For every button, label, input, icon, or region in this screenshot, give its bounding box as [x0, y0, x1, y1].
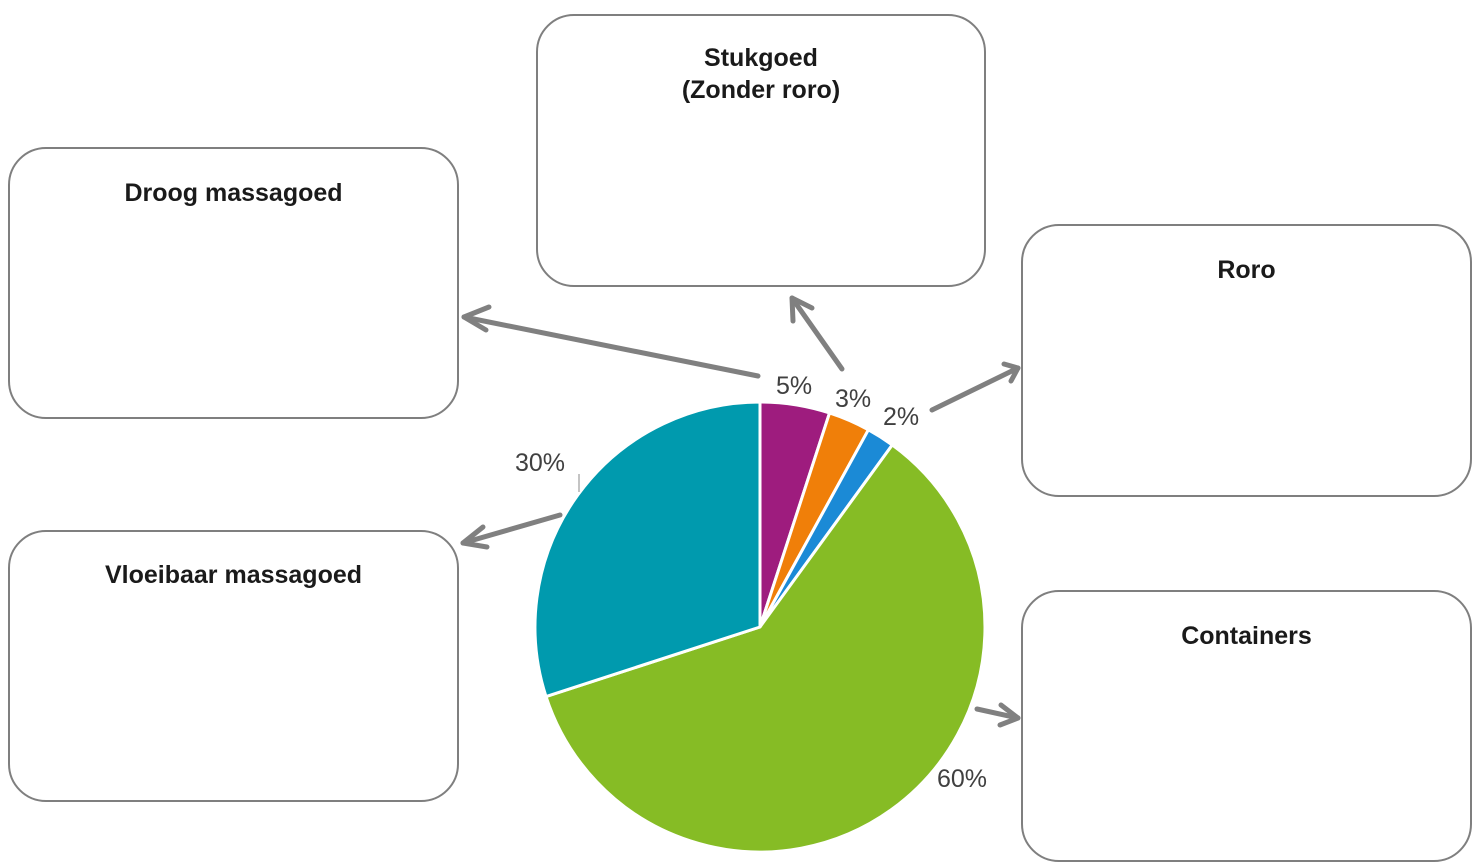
box-containers: Containers [1021, 590, 1472, 862]
pie-slice-3 [544, 443, 987, 854]
box-stukgoed: Stukgoed (Zonder roro) [536, 14, 986, 287]
box-vloeibaar-massagoed: Vloeibaar massagoed [8, 530, 459, 802]
box-vloeibaar-massagoed-title: Vloeibaar massagoed [104, 561, 363, 589]
arrow-to-containers [974, 702, 1021, 728]
data-label-60: 60% [937, 765, 987, 793]
arrow-to-stukgoed [789, 295, 845, 372]
box-droog-massagoed-title: Droog massagoed [124, 179, 343, 207]
box-roro: Roro [1021, 224, 1472, 497]
arrows [460, 295, 1021, 728]
data-labels: 5% 3% 2% 60% 30% [515, 372, 987, 793]
box-roro-title: Roro [1217, 256, 1276, 284]
box-droog-massagoed: Droog massagoed [8, 147, 459, 419]
box-containers-title: Containers [1181, 622, 1312, 650]
arrow-to-vloeibaar-massagoed [460, 512, 563, 550]
data-label-3: 3% [835, 385, 871, 413]
arrow-to-droog-massagoed [461, 304, 761, 379]
pie-slice-4 [533, 400, 762, 699]
data-label-5: 5% [776, 372, 812, 400]
data-label-30: 30% [515, 449, 565, 477]
data-label-2: 2% [883, 403, 919, 431]
box-stukgoed-title: Stukgoed (Zonder roro) [681, 44, 841, 104]
arrow-to-roro [929, 361, 1021, 413]
pie-slices [533, 400, 987, 854]
